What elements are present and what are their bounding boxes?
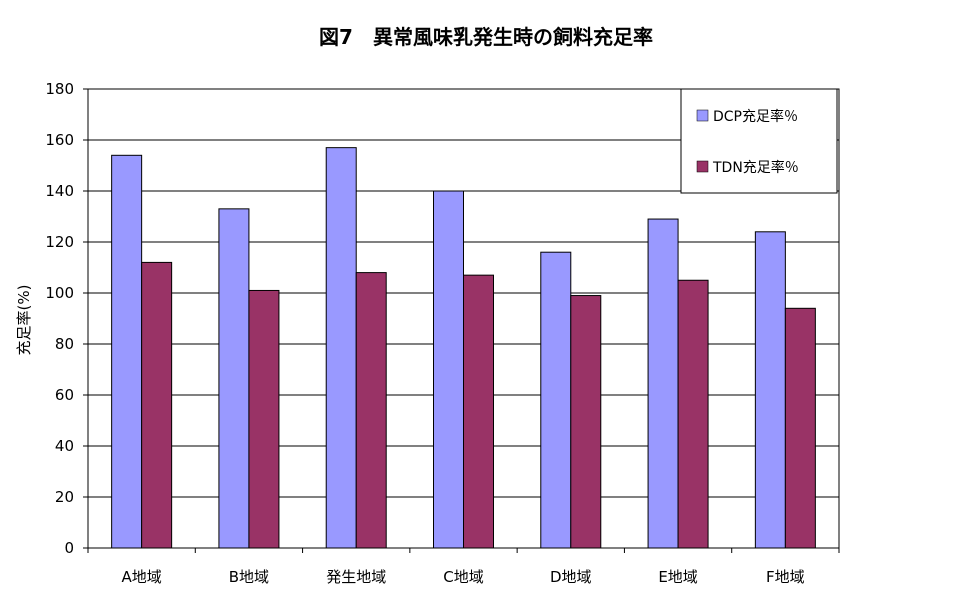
x-tick-label: A地域 xyxy=(122,568,162,586)
y-tick-label: 80 xyxy=(55,335,74,353)
y-tick-label: 20 xyxy=(55,488,74,506)
bar-dcp xyxy=(647,218,679,549)
bar-tdn xyxy=(141,261,173,549)
y-tick-label: 0 xyxy=(64,539,74,557)
bar-dcp xyxy=(540,251,572,549)
bar-tdn xyxy=(677,279,709,549)
bar-tdn xyxy=(570,295,602,549)
legend-label-tdn: TDN充足率％ xyxy=(712,159,799,176)
x-tick-label: E地域 xyxy=(658,568,697,586)
gridlines xyxy=(88,139,839,498)
y-axis-title: 充足率(%) xyxy=(15,285,33,356)
bar-tdn xyxy=(355,272,387,549)
y-tick-label: 180 xyxy=(45,80,74,98)
legend-swatch-dcp xyxy=(696,109,709,122)
bar-dcp xyxy=(111,154,143,549)
bar-tdn xyxy=(248,289,280,549)
x-tick-label: D地域 xyxy=(550,568,592,586)
y-tick-label: 160 xyxy=(45,131,74,149)
bar-tdn xyxy=(463,274,494,549)
y-tick-label: 140 xyxy=(45,182,74,200)
x-tick-label: 発生地域 xyxy=(326,568,386,586)
y-tick-label: 60 xyxy=(55,386,74,404)
bar-dcp xyxy=(754,231,786,549)
legend-label-dcp: DCP充足率％ xyxy=(713,108,798,125)
chart-title: 図7 異常風味乳発生時の飼料充足率 xyxy=(319,25,653,49)
y-axis: 0 20 40 60 80 100 120 140 160 180 xyxy=(45,80,88,557)
y-tick-label: 120 xyxy=(45,233,74,251)
bar-dcp xyxy=(325,147,357,549)
y-tick-label: 100 xyxy=(45,284,74,302)
x-axis: A地域 B地域 発生地域 C地域 D地域 E地域 F地域 xyxy=(87,548,840,586)
x-tick-label: C地域 xyxy=(443,568,483,586)
legend: DCP充足率％ TDN充足率％ xyxy=(680,88,838,194)
bar-dcp xyxy=(218,208,250,549)
legend-box xyxy=(680,88,838,194)
y-tick-label: 40 xyxy=(55,437,74,455)
legend-swatch-tdn xyxy=(696,160,709,173)
bar-dcp xyxy=(433,190,464,549)
bars xyxy=(111,147,816,549)
x-tick-label: F地域 xyxy=(766,568,805,586)
bar-tdn xyxy=(784,307,816,549)
x-tick-label: B地域 xyxy=(229,568,269,586)
